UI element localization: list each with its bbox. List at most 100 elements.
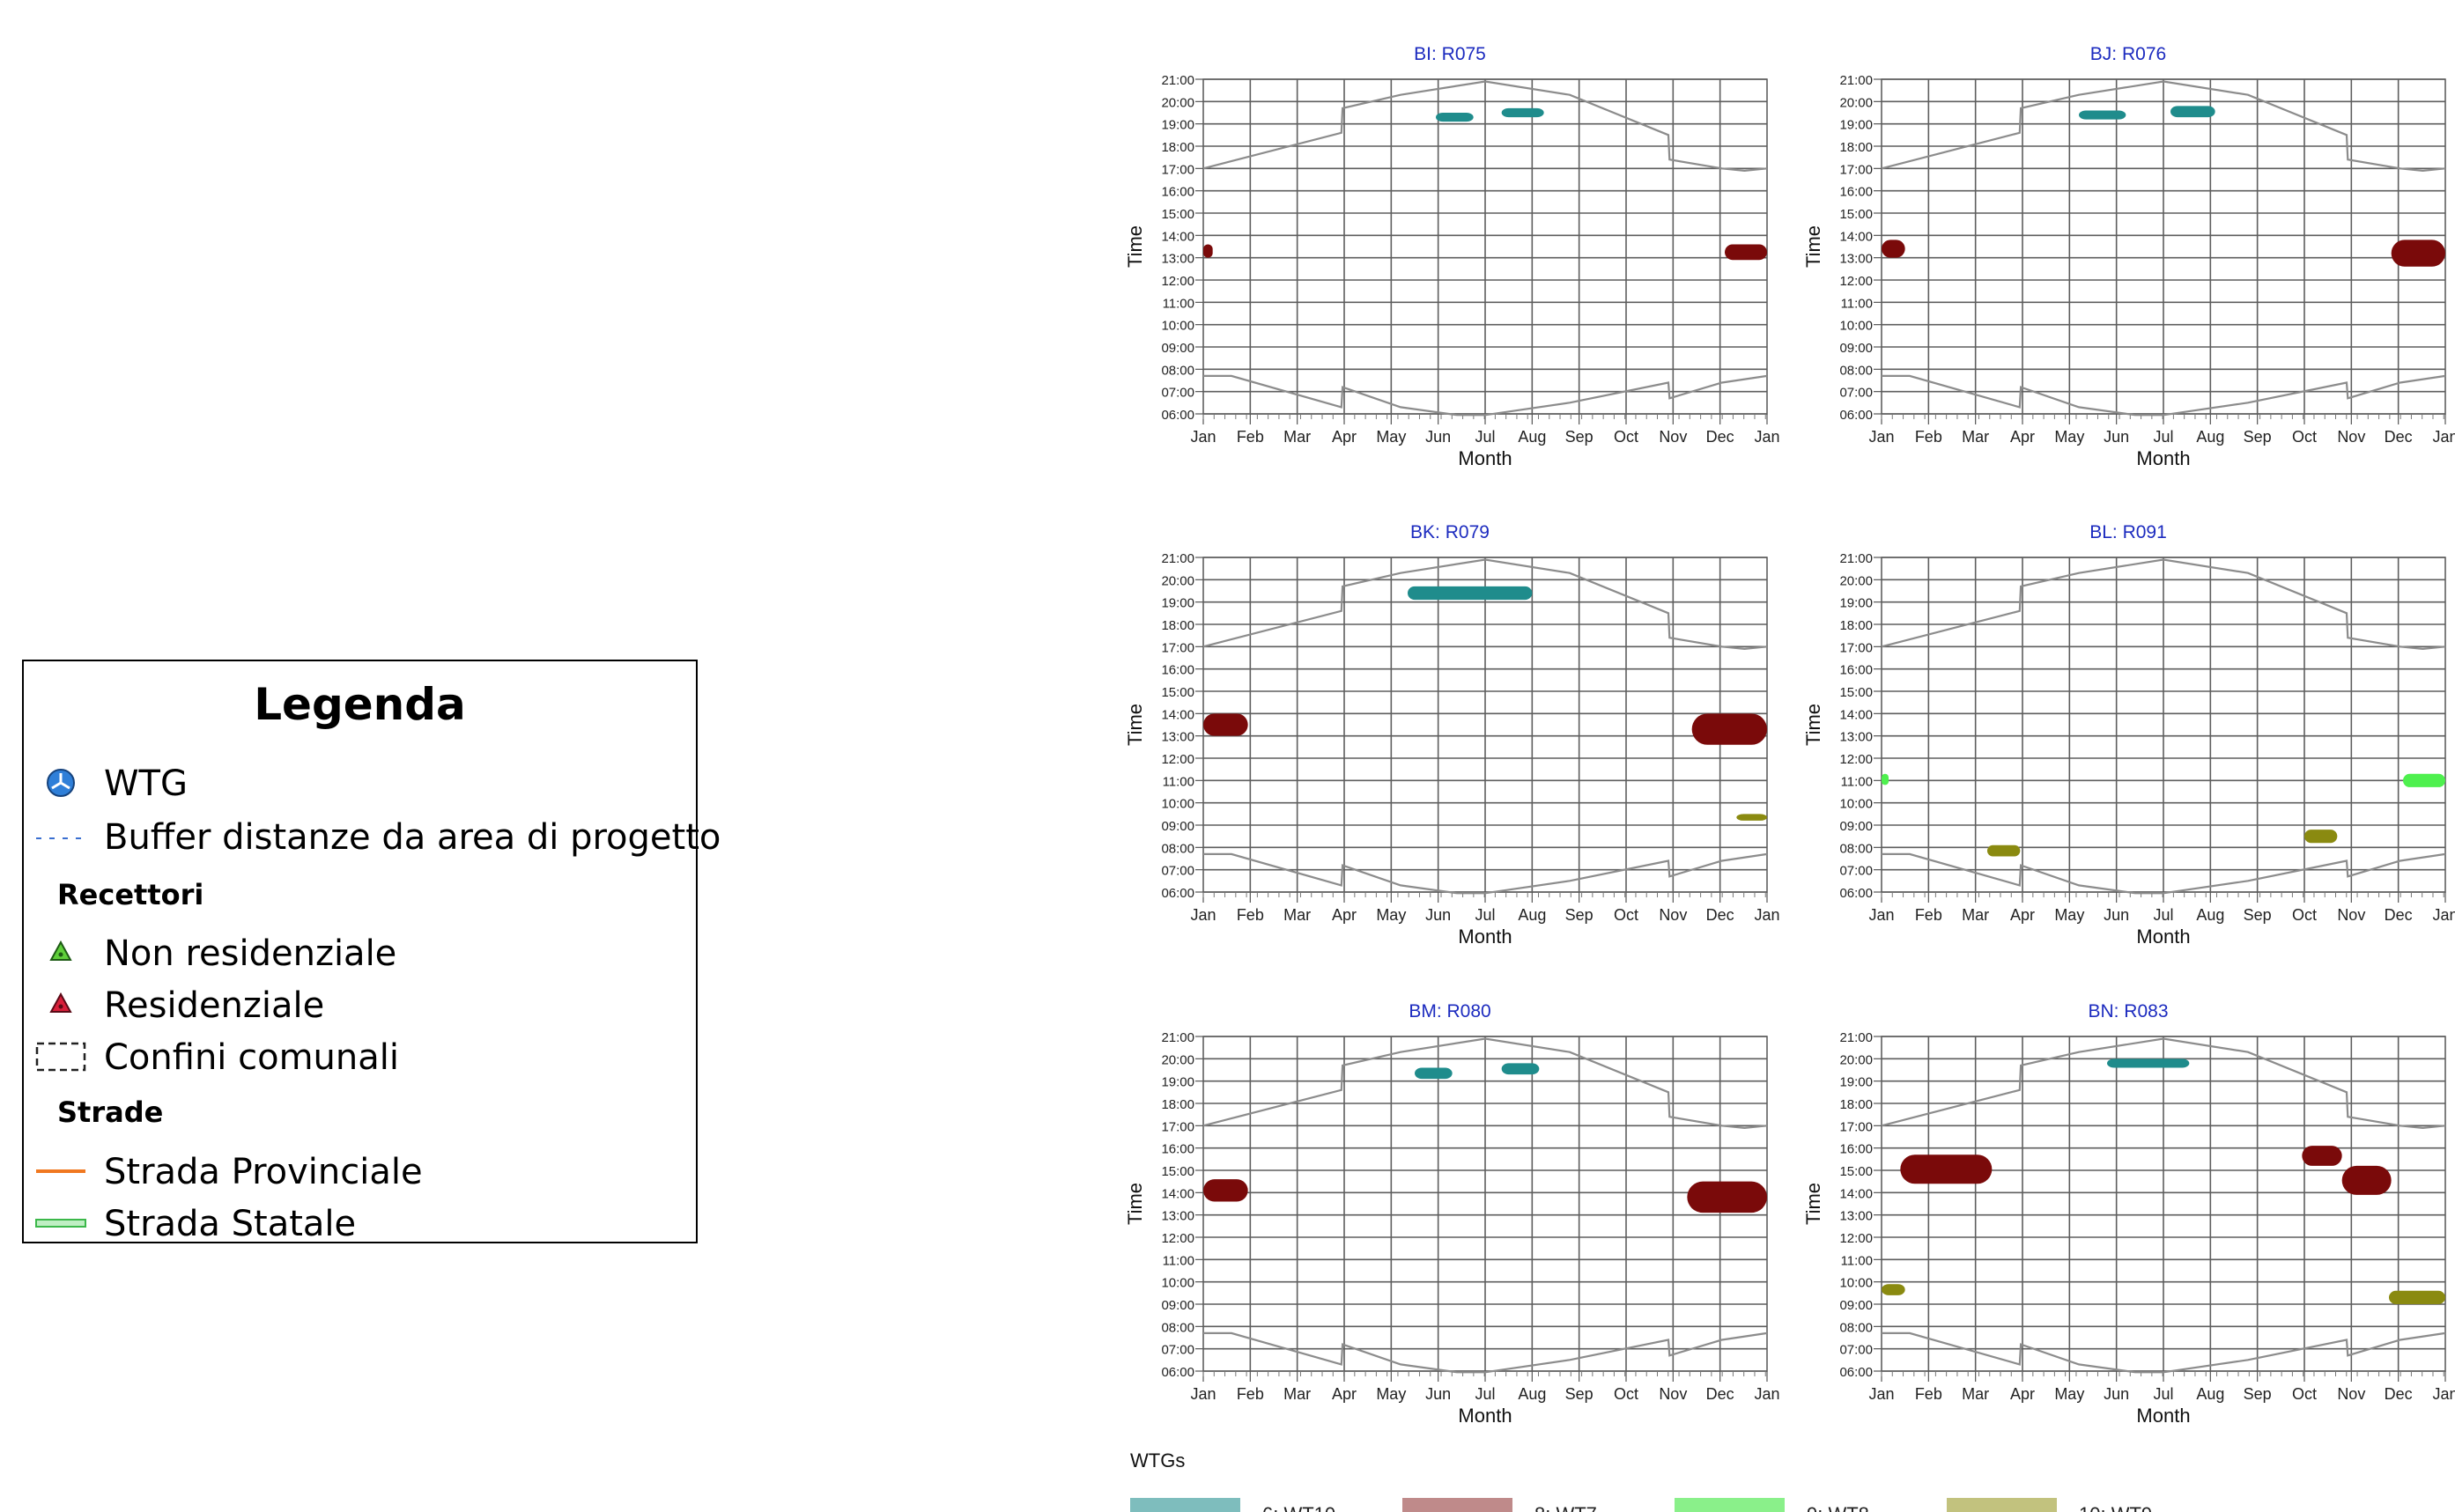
legend-title: Legenda <box>254 679 466 730</box>
x-tick-label: Mar <box>1962 906 1989 924</box>
x-tick-label: Dec <box>1706 906 1734 924</box>
y-tick-label: 14:00 <box>1839 707 1873 722</box>
y-tick-label: 11:00 <box>1841 296 1873 311</box>
y-tick-label: 16:00 <box>1161 663 1194 678</box>
y-tick-label: 20:00 <box>1839 95 1873 110</box>
y-tick-label: 17:00 <box>1839 162 1873 177</box>
x-tick-label: Apr <box>1332 428 1357 446</box>
x-tick-label: Mar <box>1283 1385 1311 1403</box>
x-tick-label: Jan <box>1754 1385 1779 1403</box>
y-tick-label: 15:00 <box>1161 685 1194 700</box>
orange-line-icon <box>34 1147 87 1196</box>
x-tick-label: Apr <box>2010 1385 2035 1403</box>
shadow-mark <box>2304 830 2338 844</box>
shadow-mark <box>1203 1179 1248 1202</box>
y-tick-label: 18:00 <box>1161 1097 1194 1112</box>
x-tick-label: May <box>1376 428 1406 446</box>
wtg-legend-swatch <box>1675 1498 1785 1512</box>
x-tick-label: Mar <box>1283 428 1311 446</box>
x-tick-label: Apr <box>1332 1385 1357 1403</box>
x-axis-label: Month <box>1458 1405 1512 1427</box>
x-tick-label: Feb <box>1237 428 1264 446</box>
chart-title: BL: R091 <box>2089 522 2167 542</box>
shadow-mark <box>1687 1181 1767 1213</box>
y-tick-label: 13:00 <box>1839 252 1873 267</box>
x-axis-label: Month <box>2136 926 2190 948</box>
shadow-mark <box>1203 244 1213 258</box>
x-tick-label: Jan <box>1868 906 1894 924</box>
x-tick-label: Sep <box>2244 428 2272 446</box>
y-tick-label: 12:00 <box>1161 274 1194 289</box>
y-tick-label: 08:00 <box>1161 841 1194 856</box>
shadow-mark <box>2341 1165 2392 1195</box>
y-tick-label: 13:00 <box>1839 1209 1873 1224</box>
dashed-line-icon <box>34 812 87 861</box>
x-tick-label: Feb <box>1237 1385 1264 1403</box>
x-tick-label: Mar <box>1283 906 1311 924</box>
y-tick-label: 18:00 <box>1839 140 1873 155</box>
chart-title: BJ: R076 <box>2090 44 2166 64</box>
y-tick-label: 07:00 <box>1839 1343 1873 1358</box>
x-axis-label: Month <box>1458 447 1512 469</box>
y-tick-label: 18:00 <box>1161 140 1194 155</box>
wtg-legend: WTGs 6: WT10 8: WT7 9: WT8 10: WT9 <box>1130 1449 2152 1512</box>
y-tick-label: 11:00 <box>1841 774 1873 789</box>
y-tick-label: 17:00 <box>1839 640 1873 655</box>
y-tick-label: 16:00 <box>1839 185 1873 200</box>
y-axis-label: Time <box>1124 704 1146 746</box>
x-tick-label: Nov <box>2337 1385 2365 1403</box>
y-tick-label: 19:00 <box>1161 596 1194 611</box>
shadow-mark <box>1408 586 1533 601</box>
chart-panel: 21:00 20:00 19:00 18:00 17:00 16:00 15:00 14:00… <box>1124 1001 1780 1427</box>
wtg-legend-label: 9: WT8 <box>1807 1503 1869 1512</box>
y-tick-label: 10:00 <box>1839 1276 1873 1291</box>
y-tick-label: 18:00 <box>1839 1097 1873 1112</box>
x-tick-label: May <box>1376 1385 1406 1403</box>
y-tick-label: 06:00 <box>1839 1365 1873 1380</box>
chart-panel: 21:00 20:00 19:00 18:00 17:00 16:00 15:00 14:00… <box>1802 1001 2455 1427</box>
y-tick-label: 17:00 <box>1161 1119 1194 1134</box>
legend-label-buffer: Buffer distanze da area di progetto <box>104 817 721 858</box>
sunset-curve <box>1202 80 1768 173</box>
x-tick-label: Sep <box>2244 1385 2272 1403</box>
wtg-legend-swatch <box>1130 1498 1240 1512</box>
shadow-mark <box>1501 107 1544 118</box>
legend-label-residential: Residenziale <box>104 985 325 1026</box>
x-tick-label: Oct <box>1614 428 1638 446</box>
x-tick-label: Jun <box>1425 428 1451 446</box>
y-tick-label: 14:00 <box>1161 707 1194 722</box>
sunrise-curve <box>1882 1331 2446 1374</box>
y-tick-label: 06:00 <box>1839 886 1873 901</box>
x-tick-label: Nov <box>2337 906 2365 924</box>
x-tick-label: Aug <box>1518 428 1546 446</box>
shadow-calendar-charts: 21:00 20:00 19:00 18:00 17:00 16:00 15:00 14:00… <box>1124 44 2455 1512</box>
shadow-mark <box>2107 1058 2190 1068</box>
x-tick-label: May <box>2054 1385 2084 1403</box>
x-tick-label: Oct <box>1614 906 1638 924</box>
shadow-mark <box>1882 773 1889 786</box>
x-tick-label: Feb <box>1915 428 1942 446</box>
x-tick-label: Aug <box>2196 428 2224 446</box>
sunrise-curve <box>1882 374 2446 417</box>
shadow-mark <box>2302 1146 2342 1166</box>
y-tick-label: 10:00 <box>1161 797 1194 812</box>
wtg-legend-swatch <box>1947 1498 2057 1512</box>
y-tick-label: 17:00 <box>1161 640 1194 655</box>
y-tick-label: 09:00 <box>1161 819 1194 834</box>
y-tick-label: 07:00 <box>1839 864 1873 879</box>
shadow-mark <box>1415 1067 1453 1080</box>
chart-title: BN: R083 <box>2088 1001 2168 1022</box>
y-tick-label: 10:00 <box>1161 1276 1194 1291</box>
y-tick-label: 08:00 <box>1839 1320 1873 1335</box>
shadow-mark <box>2079 110 2126 120</box>
y-tick-label: 14:00 <box>1161 229 1194 244</box>
wtg-legend-label: 10: WT9 <box>2079 1503 2152 1512</box>
y-tick-label: 12:00 <box>1839 274 1873 289</box>
x-tick-label: Oct <box>2292 1385 2317 1403</box>
x-tick-label: Nov <box>1659 906 1687 924</box>
y-tick-label: 19:00 <box>1161 118 1194 133</box>
y-tick-label: 20:00 <box>1839 1052 1873 1067</box>
x-axis-label: Month <box>2136 1405 2190 1427</box>
x-tick-label: Dec <box>2385 1385 2413 1403</box>
wtg-legend-label: 8: WT7 <box>1534 1503 1597 1512</box>
